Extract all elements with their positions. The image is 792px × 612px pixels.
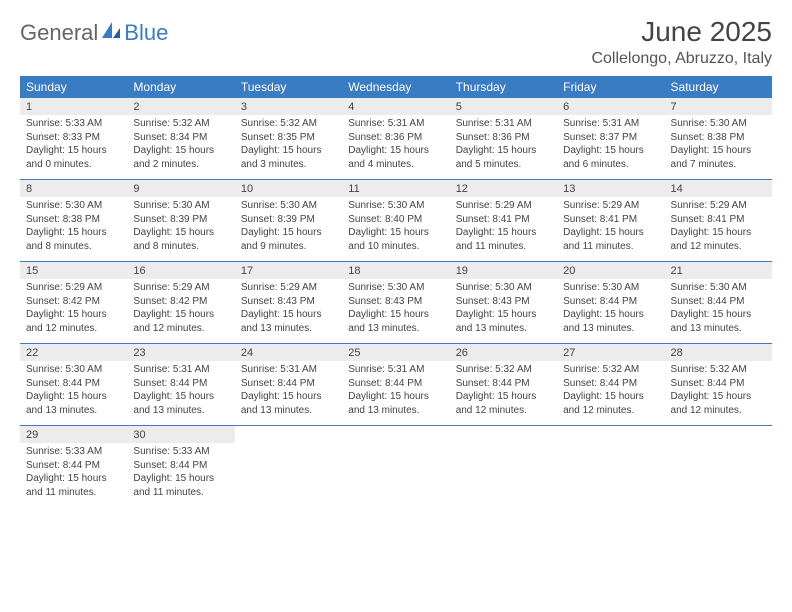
day-header: Tuesday: [235, 76, 342, 98]
day-detail: Sunrise: 5:31 AMSunset: 8:36 PMDaylight:…: [342, 115, 449, 180]
day-header: Monday: [127, 76, 234, 98]
brand-text-2: Blue: [124, 20, 168, 46]
day-number-row: 1234567: [20, 98, 772, 115]
day-number: 21: [665, 262, 772, 279]
day-detail: Sunrise: 5:32 AMSunset: 8:44 PMDaylight:…: [450, 361, 557, 426]
day-number-row: 891011121314: [20, 180, 772, 197]
title-block: June 2025 Collelongo, Abruzzo, Italy: [591, 16, 772, 68]
day-detail: Sunrise: 5:30 AMSunset: 8:44 PMDaylight:…: [557, 279, 664, 344]
day-detail: Sunrise: 5:32 AMSunset: 8:34 PMDaylight:…: [127, 115, 234, 180]
day-header: Sunday: [20, 76, 127, 98]
day-number: [665, 426, 772, 443]
day-number: 16: [127, 262, 234, 279]
day-number: 12: [450, 180, 557, 197]
day-number: [557, 426, 664, 443]
day-detail: Sunrise: 5:31 AMSunset: 8:44 PMDaylight:…: [342, 361, 449, 426]
day-detail-row: Sunrise: 5:33 AMSunset: 8:44 PMDaylight:…: [20, 443, 772, 507]
day-number: 30: [127, 426, 234, 443]
day-number-row: 2930: [20, 426, 772, 443]
sail-icon: [100, 20, 122, 46]
day-number: 17: [235, 262, 342, 279]
day-number: 26: [450, 344, 557, 361]
day-detail-row: Sunrise: 5:30 AMSunset: 8:38 PMDaylight:…: [20, 197, 772, 262]
day-number: 22: [20, 344, 127, 361]
brand-logo: General Blue: [20, 20, 168, 46]
day-number: 14: [665, 180, 772, 197]
day-detail: Sunrise: 5:32 AMSunset: 8:35 PMDaylight:…: [235, 115, 342, 180]
day-number: [342, 426, 449, 443]
day-number-row: 22232425262728: [20, 344, 772, 361]
day-number: 9: [127, 180, 234, 197]
day-detail: Sunrise: 5:33 AMSunset: 8:44 PMDaylight:…: [127, 443, 234, 507]
day-number: 10: [235, 180, 342, 197]
day-detail: Sunrise: 5:31 AMSunset: 8:36 PMDaylight:…: [450, 115, 557, 180]
day-number: 8: [20, 180, 127, 197]
day-number: 4: [342, 98, 449, 115]
day-number-row: 15161718192021: [20, 262, 772, 279]
day-detail: [450, 443, 557, 507]
day-number: 20: [557, 262, 664, 279]
day-number: 5: [450, 98, 557, 115]
header: General Blue June 2025 Collelongo, Abruz…: [20, 16, 772, 68]
day-number: 23: [127, 344, 234, 361]
day-detail: Sunrise: 5:30 AMSunset: 8:40 PMDaylight:…: [342, 197, 449, 262]
day-detail: Sunrise: 5:29 AMSunset: 8:43 PMDaylight:…: [235, 279, 342, 344]
day-detail: [557, 443, 664, 507]
day-header-row: SundayMondayTuesdayWednesdayThursdayFrid…: [20, 76, 772, 98]
day-number: 29: [20, 426, 127, 443]
day-header: Thursday: [450, 76, 557, 98]
day-detail: Sunrise: 5:31 AMSunset: 8:44 PMDaylight:…: [235, 361, 342, 426]
brand-text-1: General: [20, 20, 98, 46]
day-header: Friday: [557, 76, 664, 98]
day-number: 13: [557, 180, 664, 197]
day-detail: Sunrise: 5:33 AMSunset: 8:44 PMDaylight:…: [20, 443, 127, 507]
day-detail: Sunrise: 5:30 AMSunset: 8:39 PMDaylight:…: [235, 197, 342, 262]
day-detail: Sunrise: 5:30 AMSunset: 8:43 PMDaylight:…: [342, 279, 449, 344]
day-detail: Sunrise: 5:30 AMSunset: 8:44 PMDaylight:…: [665, 279, 772, 344]
location-subtitle: Collelongo, Abruzzo, Italy: [591, 50, 772, 68]
day-header: Wednesday: [342, 76, 449, 98]
day-number: 27: [557, 344, 664, 361]
day-number: 28: [665, 344, 772, 361]
day-number: 11: [342, 180, 449, 197]
day-number: 1: [20, 98, 127, 115]
day-number: [450, 426, 557, 443]
day-detail: Sunrise: 5:30 AMSunset: 8:38 PMDaylight:…: [20, 197, 127, 262]
day-header: Saturday: [665, 76, 772, 98]
day-detail: [235, 443, 342, 507]
day-detail: Sunrise: 5:29 AMSunset: 8:41 PMDaylight:…: [450, 197, 557, 262]
day-detail: Sunrise: 5:30 AMSunset: 8:38 PMDaylight:…: [665, 115, 772, 180]
day-detail: [342, 443, 449, 507]
day-detail: Sunrise: 5:32 AMSunset: 8:44 PMDaylight:…: [557, 361, 664, 426]
day-detail: Sunrise: 5:31 AMSunset: 8:44 PMDaylight:…: [127, 361, 234, 426]
day-detail-row: Sunrise: 5:33 AMSunset: 8:33 PMDaylight:…: [20, 115, 772, 180]
day-detail: Sunrise: 5:32 AMSunset: 8:44 PMDaylight:…: [665, 361, 772, 426]
day-number: 6: [557, 98, 664, 115]
month-title: June 2025: [591, 16, 772, 48]
day-number: 19: [450, 262, 557, 279]
day-number: 7: [665, 98, 772, 115]
day-detail: Sunrise: 5:29 AMSunset: 8:41 PMDaylight:…: [557, 197, 664, 262]
day-number: [235, 426, 342, 443]
day-detail-row: Sunrise: 5:29 AMSunset: 8:42 PMDaylight:…: [20, 279, 772, 344]
day-detail: Sunrise: 5:29 AMSunset: 8:42 PMDaylight:…: [20, 279, 127, 344]
day-number: 24: [235, 344, 342, 361]
day-detail: [665, 443, 772, 507]
day-number: 18: [342, 262, 449, 279]
day-number: 2: [127, 98, 234, 115]
day-number: 15: [20, 262, 127, 279]
day-detail: Sunrise: 5:30 AMSunset: 8:44 PMDaylight:…: [20, 361, 127, 426]
day-detail: Sunrise: 5:29 AMSunset: 8:42 PMDaylight:…: [127, 279, 234, 344]
day-detail: Sunrise: 5:29 AMSunset: 8:41 PMDaylight:…: [665, 197, 772, 262]
day-detail-row: Sunrise: 5:30 AMSunset: 8:44 PMDaylight:…: [20, 361, 772, 426]
day-detail: Sunrise: 5:30 AMSunset: 8:39 PMDaylight:…: [127, 197, 234, 262]
day-detail: Sunrise: 5:30 AMSunset: 8:43 PMDaylight:…: [450, 279, 557, 344]
day-number: 25: [342, 344, 449, 361]
day-number: 3: [235, 98, 342, 115]
calendar-table: SundayMondayTuesdayWednesdayThursdayFrid…: [20, 76, 772, 507]
day-detail: Sunrise: 5:33 AMSunset: 8:33 PMDaylight:…: [20, 115, 127, 180]
day-detail: Sunrise: 5:31 AMSunset: 8:37 PMDaylight:…: [557, 115, 664, 180]
